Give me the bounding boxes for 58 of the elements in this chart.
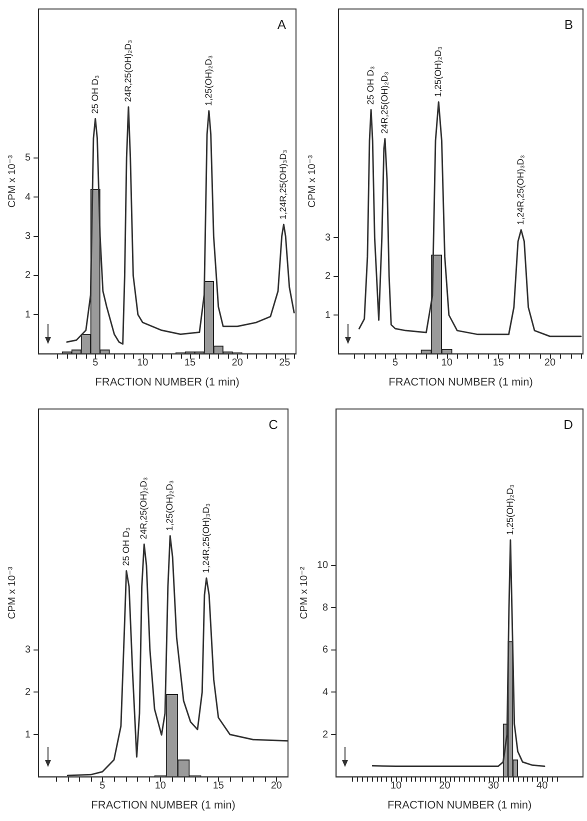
y-tick-label: 2 <box>25 687 31 698</box>
y-tick-label: 4 <box>25 192 31 203</box>
y-tick-label: 4 <box>322 687 329 698</box>
annotation: 1,24R,25(OH)₃D₃ <box>200 502 211 574</box>
y-tick-label: 2 <box>25 270 31 282</box>
x-tick-label: 20 <box>232 358 244 369</box>
x-tick-label: 40 <box>536 780 548 792</box>
y-tick-label: 8 <box>322 602 329 614</box>
x-axis-title: FRACTION NUMBER (1 min) <box>95 376 240 388</box>
annotation: 24R,25(OH)₂D₃ <box>122 39 133 102</box>
annotation: 24R,25(OH)₂D₃ <box>138 476 149 540</box>
x-tick-label: 20 <box>439 780 451 792</box>
annotation: 25 OH D₃ <box>366 66 376 105</box>
annotation: 24R,25(OH)₂D₃ <box>379 71 390 134</box>
annotation: 1,25(OH)₂D₃ <box>433 46 444 97</box>
x-tick-label: 20 <box>544 358 556 369</box>
y-tick-label: 3 <box>25 231 31 242</box>
annotation: 1,25(OH)₂D₃ <box>203 54 214 106</box>
annotation: 25 OH D₃ <box>90 74 100 114</box>
annotation: 1,24R,25(OH)₃D₃ <box>516 154 526 225</box>
text: A <box>277 17 286 32</box>
y-tick-label: 1 <box>25 309 31 320</box>
y-tick-label: 3 <box>25 644 31 656</box>
x-tick-label: 15 <box>212 780 224 792</box>
y-tick-label: 1 <box>25 729 31 740</box>
y-tick-label: 2 <box>325 271 331 282</box>
x-tick-label: 30 <box>488 780 500 792</box>
x-tick-label: 10 <box>441 358 453 369</box>
x-tick-label: 5 <box>92 358 99 369</box>
x-axis-title: FRACTION NUMBER (1 min) <box>387 799 532 812</box>
annotation: 25 OH D₃ <box>120 526 131 566</box>
y-axis-title: CPM x 10⁻³ <box>306 154 318 208</box>
text: C <box>268 417 278 432</box>
y-tick-label: 1 <box>325 310 331 321</box>
y-tick-label: 6 <box>322 644 329 656</box>
y-tick-label: 3 <box>325 232 331 244</box>
x-tick-label: 20 <box>270 780 282 792</box>
text: D <box>564 417 573 432</box>
x-tick-label: 15 <box>492 358 504 369</box>
x-tick-label: 10 <box>154 780 166 792</box>
x-axis-title: FRACTION NUMBER (1 min) <box>91 799 236 812</box>
y-tick-label: 5 <box>25 152 31 164</box>
annotation: 1,25(OH)₂D₃ <box>164 480 175 531</box>
annotation: 1,24R,25(OH)₃D₃ <box>278 149 288 220</box>
text: B <box>564 17 573 32</box>
x-tick-label: 15 <box>184 358 196 369</box>
annotation: 1,25(OH)₂D₃ <box>504 484 515 536</box>
x-tick-label: 10 <box>390 780 402 792</box>
x-tick-label: 25 <box>279 358 291 369</box>
x-tick-label: 5 <box>392 358 399 369</box>
y-axis-title: CPM x 10⁻² <box>298 566 310 620</box>
x-axis-title: FRACTION NUMBER (1 min) <box>388 376 533 388</box>
y-axis-title: CPM x 10⁻³ <box>6 154 18 208</box>
x-tick-label: 5 <box>100 780 106 792</box>
y-tick-label: 10 <box>317 560 329 572</box>
x-tick-label: 10 <box>137 358 149 369</box>
y-tick-label: 2 <box>322 729 329 740</box>
y-axis-title: CPM x 10⁻³ <box>6 566 18 620</box>
